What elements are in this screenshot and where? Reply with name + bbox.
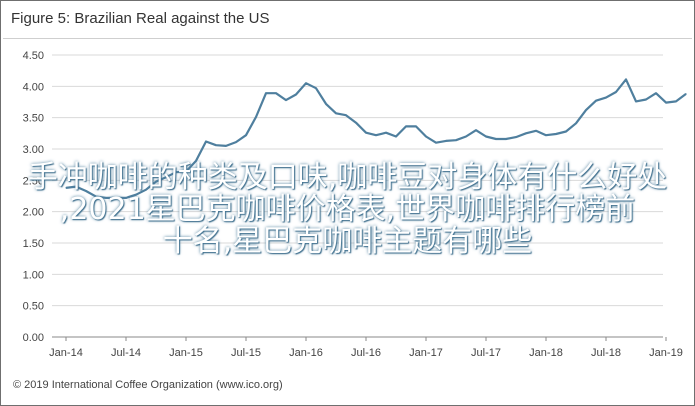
y-tick-label: 2.50: [23, 175, 44, 187]
data-point: [75, 186, 77, 188]
chart-title: Figure 5: Brazilian Real against the US: [11, 10, 270, 27]
data-point: [475, 129, 477, 131]
x-tick-label: Jan-15: [169, 347, 203, 359]
x-tick-label: Jan-19: [649, 347, 683, 359]
data-point: [235, 141, 237, 143]
overlay-text-line-3: 十名,星巴克咖啡主题有哪些: [162, 224, 533, 259]
data-point: [135, 194, 137, 196]
y-tick-label: 1.00: [23, 269, 44, 281]
data-point: [85, 190, 87, 192]
data-point: [465, 135, 467, 138]
y-tick-label: 4.00: [23, 81, 44, 93]
data-point: [675, 100, 677, 102]
data-point: [155, 180, 157, 183]
data-point: [385, 132, 387, 134]
data-point: [165, 176, 167, 178]
data-point: [305, 82, 307, 84]
data-point: [365, 132, 367, 134]
y-tick-label: 3.00: [23, 144, 44, 156]
title-separator: [3, 38, 692, 39]
data-point: [145, 189, 147, 191]
data-point: [115, 197, 117, 199]
data-point: [575, 122, 577, 124]
data-point: [515, 136, 517, 138]
data-point: [225, 145, 227, 147]
data-point: [645, 98, 647, 101]
x-tick-label: Jul-15: [231, 347, 261, 359]
series-group: [65, 78, 687, 199]
data-point: [595, 100, 597, 102]
data-point: [325, 103, 327, 105]
data-point: [585, 109, 587, 111]
data-point: [555, 133, 557, 135]
y-tick-label: 1.50: [23, 238, 44, 250]
y-tick-label: 2.00: [23, 207, 44, 219]
data-point: [295, 93, 297, 96]
y-tick-label: 3.50: [23, 113, 44, 125]
data-point: [175, 171, 177, 173]
x-tick-label: Jan-14: [49, 347, 83, 359]
data-point: [505, 138, 507, 140]
x-tick-label: Jul-17: [471, 347, 501, 359]
x-axis-ticks: Jan-14 Jul-14 Jan-15 Jul-15 Jan-16 Jul-16 Jan-…: [49, 337, 683, 359]
y-tick-label: 0.00: [23, 332, 44, 344]
data-point: [405, 125, 407, 128]
data-point: [445, 140, 447, 142]
data-point: [375, 134, 377, 136]
x-tick-label: Jan-16: [289, 347, 323, 359]
y-tick-label: 0.50: [23, 301, 44, 313]
data-point: [215, 144, 217, 146]
data-point: [245, 134, 247, 136]
data-point: [125, 197, 127, 199]
data-point: [395, 135, 397, 138]
data-point: [655, 92, 657, 94]
data-point: [535, 130, 537, 132]
data-point: [255, 116, 257, 118]
data-point: [105, 197, 107, 199]
line-chart: 0.00 0.50 1.00 1.50 2.00 2.50 3.00 3.50 4.00 4.50…: [23, 50, 687, 359]
copyright-footer: © 2019 International Coffee Organization…: [13, 379, 283, 391]
data-point: [615, 91, 617, 93]
data-point: [685, 93, 687, 95]
data-point: [545, 134, 547, 136]
y-tick-label: 4.50: [23, 50, 44, 62]
data-point: [345, 114, 347, 116]
data-point: [495, 138, 497, 140]
data-point: [435, 142, 437, 144]
data-point: [635, 100, 637, 102]
x-tick-label: Jul-18: [591, 347, 621, 359]
data-point: [265, 92, 267, 94]
grid-lines: [52, 54, 663, 338]
data-point: [605, 97, 607, 99]
x-tick-label: Jan-18: [529, 347, 563, 359]
x-tick-label: Jan-17: [409, 347, 443, 359]
x-tick-label: Jul-14: [111, 347, 141, 359]
overlay-text-line-2: ,2021星巴克咖啡价格表,世界咖啡排行榜前: [59, 192, 636, 227]
y-axis-ticks: 0.00 0.50 1.00 1.50 2.00 2.50 3.00 3.50 4.00 4.50: [23, 50, 44, 344]
data-point: [65, 187, 67, 189]
data-point: [415, 125, 417, 128]
data-point: [565, 130, 567, 133]
data-point: [485, 135, 487, 138]
data-point: [95, 196, 97, 198]
data-point: [625, 78, 627, 81]
data-point: [185, 170, 187, 173]
data-point: [525, 132, 527, 134]
data-point: [665, 102, 667, 104]
data-point: [285, 99, 287, 101]
x-tick-label: Jul-16: [351, 347, 381, 359]
data-point: [315, 87, 317, 89]
data-point: [425, 135, 427, 138]
data-point: [455, 139, 457, 141]
data-point: [195, 160, 197, 162]
overlay-text-line-1: 手冲咖啡的种类及口味,咖啡豆对身体有什么好处: [27, 160, 668, 195]
data-point: [355, 122, 357, 124]
data-point: [205, 140, 207, 143]
data-point: [275, 92, 277, 94]
data-point: [335, 112, 337, 114]
